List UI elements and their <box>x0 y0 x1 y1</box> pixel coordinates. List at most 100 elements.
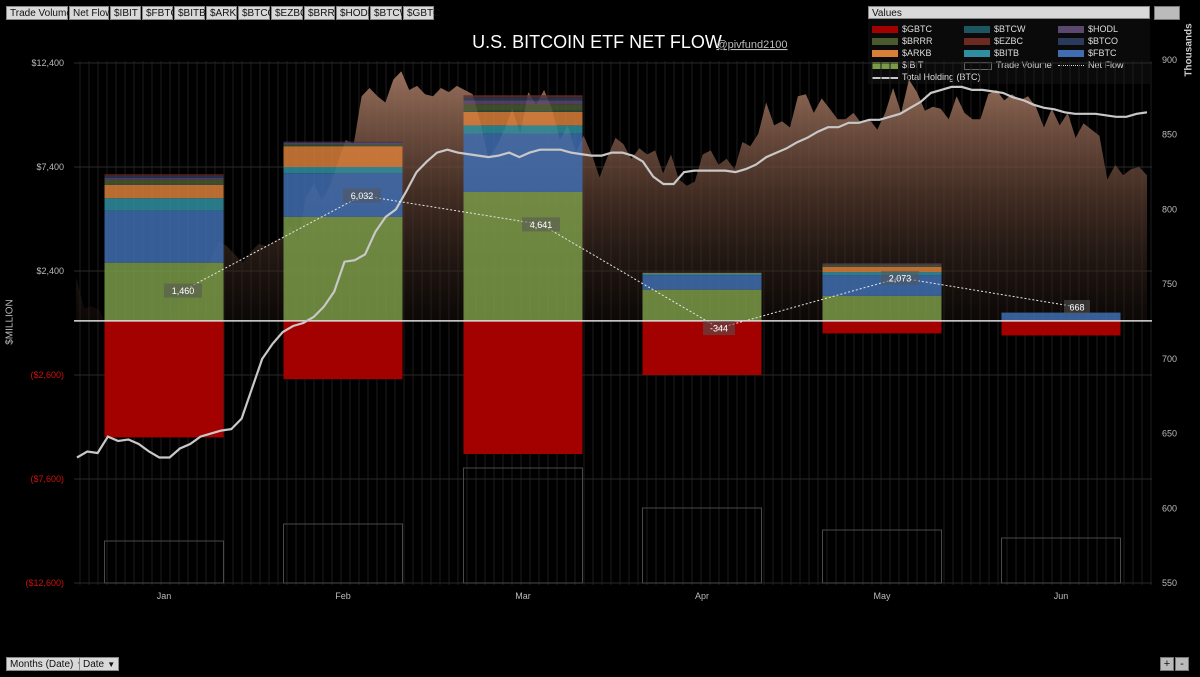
bar-gbtc-jan[interactable] <box>104 320 224 438</box>
field-button-ibit[interactable]: $IBIT <box>110 6 141 20</box>
trade-volume-bar[interactable] <box>104 540 224 584</box>
net-flow-label: 4,641 <box>530 220 553 230</box>
field-button-arkb[interactable]: $ARKB <box>206 6 243 20</box>
trade-volume-bar[interactable] <box>1001 537 1121 584</box>
y2-axis-title: Thousands <box>1183 23 1195 77</box>
net-flow-label: 6,032 <box>351 191 374 201</box>
net-flow-label: 1,460 <box>172 286 195 296</box>
bar-fbtc-jun[interactable] <box>1001 312 1121 321</box>
bar-btco-mar[interactable] <box>463 97 583 101</box>
bar-brrr-feb[interactable] <box>283 144 403 146</box>
legend-swatch <box>872 50 898 58</box>
trade-volume-bar[interactable] <box>822 529 942 584</box>
field-button-btco[interactable]: $BTCO <box>238 6 275 20</box>
y-tick-label: ($2,600) <box>30 370 64 380</box>
months-date-label: Months (Date) <box>10 659 74 670</box>
bar-fbtc-jan[interactable] <box>104 210 224 263</box>
months-date-select[interactable]: Months (Date)▼ <box>6 657 89 671</box>
field-button-btcw[interactable]: $BTCW <box>370 6 409 20</box>
bar-btco-may[interactable] <box>822 263 942 265</box>
bar-gbtc-feb[interactable] <box>283 320 403 380</box>
legend-item-arkb[interactable]: $ARKB <box>872 48 932 59</box>
legend-item-ezbc[interactable]: $EZBC <box>964 36 1023 47</box>
bar-bitb-mar[interactable] <box>463 125 583 134</box>
legend-item-btcw[interactable]: $BTCW <box>964 24 1026 35</box>
bar-brrr-jan[interactable] <box>104 179 224 185</box>
bar-fbtc-mar[interactable] <box>463 133 583 192</box>
bar-hodl-mar[interactable] <box>463 100 583 105</box>
legend-item-brrr[interactable]: $BRRR <box>872 36 933 47</box>
bar-brrr-may[interactable] <box>822 264 942 267</box>
field-button-fbtc[interactable]: $FBTC <box>142 6 178 20</box>
y2-tick-label: 650 <box>1162 429 1177 439</box>
zoom-in-button[interactable]: + <box>1160 657 1174 671</box>
bar-arkb-mar[interactable] <box>463 111 583 126</box>
bar-ezbc-mar[interactable] <box>463 95 583 98</box>
bar-bitb-jan[interactable] <box>104 198 224 211</box>
bar-btcw-feb[interactable] <box>283 145 403 147</box>
y-tick-label: $2,400 <box>36 266 64 276</box>
legend-swatch <box>964 61 992 70</box>
zoom-out-button[interactable]: - <box>1175 657 1189 671</box>
net-flow-label-bg <box>522 217 560 232</box>
date-select[interactable]: Date ▼ <box>79 657 120 671</box>
bar-arkb-apr[interactable] <box>642 272 762 274</box>
bar-ibit-may[interactable] <box>822 295 942 321</box>
bar-ezbc-jan[interactable] <box>104 174 224 176</box>
bar-gbtc-may[interactable] <box>822 320 942 334</box>
bar-gbtc-apr[interactable] <box>642 320 762 375</box>
legend-title[interactable]: Values <box>868 6 1150 19</box>
scroll-control[interactable] <box>1154 6 1180 20</box>
net-flow-line[interactable] <box>182 194 1078 329</box>
x-tick-label: Apr <box>695 591 709 601</box>
legend-label: $BRRR <box>902 36 933 46</box>
field-button-brrr[interactable]: $BRRR <box>304 6 342 20</box>
legend-swatch <box>872 38 898 46</box>
field-button-gbtc[interactable]: $GBTC <box>403 6 440 20</box>
bar-btcw-mar[interactable] <box>463 110 583 112</box>
bar-hodl-feb[interactable] <box>283 142 403 145</box>
legend-item-btco[interactable]: $BTCO <box>1058 36 1118 47</box>
bar-bitb-apr[interactable] <box>642 273 762 276</box>
bar-arkb-jan[interactable] <box>104 184 224 199</box>
legend-swatch <box>1058 50 1084 58</box>
trade-volume-bar[interactable] <box>283 523 403 584</box>
field-button-net-flow[interactable]: Net Flow <box>69 6 112 20</box>
legend-item-gbtc[interactable]: $GBTC <box>872 24 932 35</box>
legend-swatch <box>1058 26 1084 34</box>
legend-item-bitb[interactable]: $BITB <box>964 48 1019 59</box>
bar-gbtc-mar[interactable] <box>463 320 583 455</box>
field-button-bitb[interactable]: $BITB <box>174 6 206 20</box>
bar-ibit-mar[interactable] <box>463 191 583 321</box>
bar-fbtc-apr[interactable] <box>642 275 762 290</box>
bar-bitb-feb[interactable] <box>283 167 403 174</box>
bar-arkb-may[interactable] <box>822 266 942 273</box>
bar-hodl-jan[interactable] <box>104 177 224 180</box>
field-button-trade-volume[interactable]: Trade Volume <box>6 6 72 20</box>
bar-ibit-apr[interactable] <box>642 289 762 321</box>
bar-hodl-may[interactable] <box>822 264 942 265</box>
field-button-hodl[interactable]: $HODL <box>336 6 373 20</box>
net-flow-label-bg <box>164 283 202 298</box>
field-button-ezbc[interactable]: $EZBC <box>271 6 307 20</box>
bar-btcw-jan[interactable] <box>104 184 224 185</box>
legend-item-hodl[interactable]: $HODL <box>1058 24 1118 35</box>
bar-brrr-mar[interactable] <box>463 104 583 111</box>
bar-gbtc-jun[interactable] <box>1001 320 1121 336</box>
trade-volume-bar[interactable] <box>463 467 583 584</box>
total-holding-line[interactable] <box>76 85 1148 459</box>
legend-swatch <box>964 50 990 58</box>
y2-tick-label: 800 <box>1162 204 1177 214</box>
bar-btco-feb[interactable] <box>283 142 403 143</box>
trade-volume-bar[interactable] <box>642 507 762 584</box>
bar-btco-jan[interactable] <box>104 175 224 178</box>
legend-item-trade-volume[interactable]: Trade Volume <box>964 60 1052 71</box>
bar-arkb-feb[interactable] <box>283 146 403 167</box>
legend-item-total-holding[interactable]: Total Holding (BTC) <box>872 72 981 83</box>
legend-swatch <box>872 26 898 34</box>
legend-item-fbtc[interactable]: $FBTC <box>1058 48 1117 59</box>
legend-item-ibit[interactable]: $IBIT <box>872 60 924 71</box>
net-flow-label-bg <box>881 270 919 285</box>
chart-subtitle[interactable]: @pivfund2100 <box>716 39 787 51</box>
y-tick-label: ($12,600) <box>25 578 64 588</box>
